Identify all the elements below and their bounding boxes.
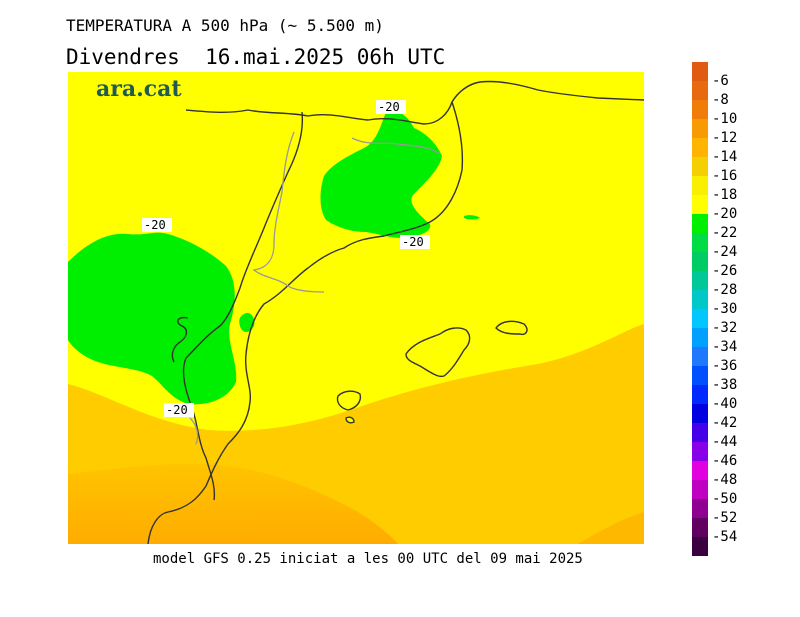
legend-swatch [692, 233, 708, 252]
brand-logo: ara.cat [96, 76, 182, 102]
field-orange-deep [68, 463, 398, 544]
legend-label: -32 [712, 320, 738, 336]
legend-label: -52 [712, 510, 738, 526]
field-orange-deep-east [578, 512, 644, 544]
legend-swatch [692, 480, 708, 499]
legend-label: -26 [712, 263, 738, 279]
legend-swatch [692, 176, 708, 195]
legend-swatch [692, 442, 708, 461]
contour-label: -20 [402, 235, 424, 249]
legend-label: -50 [712, 491, 738, 507]
legend-swatch [692, 499, 708, 518]
legend-swatch [692, 423, 708, 442]
legend-swatch [692, 195, 708, 214]
legend-label: -40 [712, 396, 738, 412]
legend-label: -10 [712, 111, 738, 127]
legend-label: -42 [712, 415, 738, 431]
legend-label: -30 [712, 301, 738, 317]
legend-label: -28 [712, 282, 738, 298]
legend-swatch [692, 138, 708, 157]
legend-swatch [692, 81, 708, 100]
legend-swatch [692, 385, 708, 404]
contour-label: -20 [144, 218, 166, 232]
cold-area-small [239, 312, 255, 332]
legend-swatch [692, 157, 708, 176]
color-legend [692, 62, 708, 556]
legend-label: -8 [712, 92, 729, 108]
legend-label: -16 [712, 168, 738, 184]
legend-swatch [692, 537, 708, 556]
legend-swatch [692, 271, 708, 290]
legend-swatch [692, 119, 708, 138]
legend-label: -18 [712, 187, 738, 203]
legend-swatch [692, 518, 708, 537]
coastline-lines [147, 80, 644, 544]
legend-label: -14 [712, 149, 738, 165]
legend-swatch [692, 100, 708, 119]
contour-label-boxes [142, 100, 430, 417]
legend-label: -46 [712, 453, 738, 469]
legend-label: -12 [712, 130, 738, 146]
legend-label: -24 [712, 244, 738, 260]
legend-label: -22 [712, 225, 738, 241]
contour-label: -20 [166, 403, 188, 417]
legend-label: -48 [712, 472, 738, 488]
legend-swatch [692, 404, 708, 423]
legend-swatch [692, 252, 708, 271]
legend-swatch [692, 214, 708, 233]
legend-swatch [692, 290, 708, 309]
legend-swatch [692, 366, 708, 385]
legend-swatch [692, 62, 708, 81]
legend-label: -6 [712, 73, 729, 89]
legend-label: -44 [712, 434, 738, 450]
model-footer: model GFS 0.25 iniciat a les 00 UTC del … [153, 551, 583, 567]
islands [336, 320, 528, 424]
border-lines [189, 131, 441, 445]
chart-subtitle: Divendres 16.mai.2025 06h UTC [66, 45, 446, 69]
legend-label: -20 [712, 206, 738, 222]
legend-label: -34 [712, 339, 738, 355]
legend-label: -36 [712, 358, 738, 374]
legend-swatch [692, 461, 708, 480]
legend-swatch [692, 328, 708, 347]
legend-label: -54 [712, 529, 738, 545]
cold-area-west [68, 232, 237, 405]
cold-area-north [320, 110, 442, 238]
cold-area-tiny [464, 215, 480, 220]
temperature-map: -20 -20 -20 -20 [68, 72, 644, 544]
contour-label: -20 [378, 100, 400, 114]
legend-swatch [692, 309, 708, 328]
chart-title: TEMPERATURA A 500 hPa (~ 5.500 m) [66, 16, 384, 35]
legend-swatch [692, 347, 708, 366]
legend-label: -38 [712, 377, 738, 393]
